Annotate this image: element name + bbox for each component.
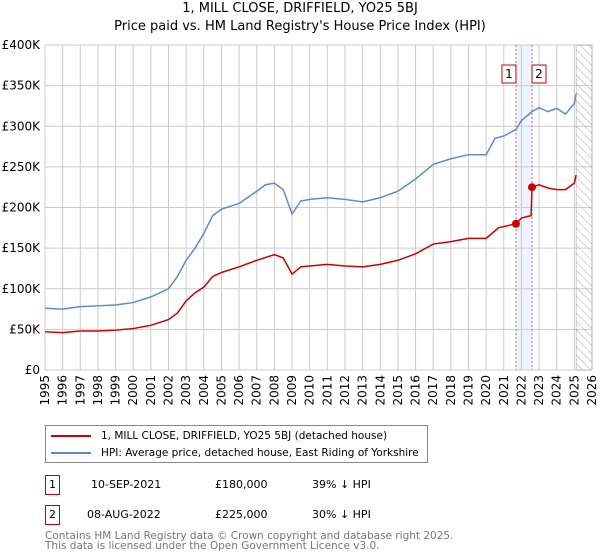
x-tick-label: 2009 [285,375,299,406]
x-tick-label: 1997 [73,375,87,406]
x-tick-label: 2022 [514,375,528,406]
x-tick-label: 2012 [338,375,352,406]
hpi-line [44,93,577,310]
x-tick-label: 2016 [409,375,423,406]
y-tick-label: £400K [2,38,42,52]
y-tick-label: £200K [2,201,42,215]
footer-licence: This data is licensed under the Open Gov… [45,540,380,552]
y-tick-label: £150K [2,241,42,255]
chart-title: 1, MILL CLOSE, DRIFFIELD, YO25 5BJ [182,1,418,16]
y-tick-label: £300K [2,119,42,133]
x-tick-label: 2004 [197,375,211,406]
x-tick-label: 2025 [567,375,581,406]
x-tick-label: 2014 [373,375,387,406]
sale-point [528,183,537,192]
x-tick-label: 2005 [214,375,228,406]
x-tick-label: 1996 [56,375,70,406]
x-tick-label: 2017 [426,375,440,406]
x-tick-label: 2001 [144,375,158,406]
x-tick-label: 1995 [38,375,52,406]
x-tick-label: 2010 [303,375,317,406]
sale-hpi-diff: 39% ↓ HPI [312,478,371,491]
sale-marker-badge: 1 [45,475,60,495]
x-tick-label: 2008 [267,375,281,406]
sale-date: 10-SEP-2021 [91,478,162,491]
x-tick-label: 2015 [391,375,405,406]
x-tick-label: 2023 [532,375,546,406]
x-tick-label: 2011 [320,375,334,406]
chart-legend: 1, MILL CLOSE, DRIFFIELD, YO25 5BJ (deta… [45,425,428,463]
x-tick-label: 2013 [356,375,370,406]
legend-swatch-hpi [51,452,91,454]
sale-point [511,219,520,228]
x-tick-label: 1998 [91,375,105,406]
sale-row: 2 08-AUG-2022 £225,000 30% ↓ HPI [45,505,445,525]
footer: Contains HM Land Registry data © Crown c… [45,530,454,552]
x-tick-label: 2018 [444,375,458,406]
sale-date: 08-AUG-2022 [87,508,161,521]
price-paid-line [44,174,577,334]
y-tick-label: £50K [9,322,41,336]
sale-label: 2 [535,67,543,81]
x-tick-label: 2021 [497,375,511,406]
x-tick-label: 2024 [550,375,564,406]
sale-label: 1 [505,67,513,81]
sale-label-box [501,64,517,84]
y-tick-label: £100K [2,282,42,296]
x-tick-label: 2020 [479,375,493,406]
x-tick-label: 2002 [162,375,176,406]
footer-copyright: Contains HM Land Registry data © Crown c… [45,530,454,542]
x-tick-label: 2000 [126,375,140,406]
legend-swatch-price [51,435,91,437]
sale-price: £225,000 [215,508,268,521]
x-tick-label: 2007 [250,375,264,406]
y-tick-label: £350K [2,79,42,93]
x-tick-label: 2019 [461,375,475,406]
sale-price: £180,000 [215,478,268,491]
sale-marker-badge: 2 [45,505,60,525]
x-tick-label: 1999 [109,375,123,406]
x-tick-label: 2026 [585,375,599,406]
x-tick-label: 2003 [179,375,193,406]
y-tick-label: £250K [2,160,42,174]
sale-hpi-diff: 30% ↓ HPI [312,508,371,521]
price-chart: £0 £50K £100K £150K £200K £250K £300K £350K £400… [2,38,599,406]
sale-row: 1 10-SEP-2021 £180,000 39% ↓ HPI [45,475,445,495]
legend-label-hpi: HPI: Average price, detached house, East… [101,447,419,459]
legend-label-price: 1, MILL CLOSE, DRIFFIELD, YO25 5BJ (deta… [101,430,388,442]
forecast-hatch [575,44,593,371]
sale-label-box [531,64,547,84]
chart-subtitle: Price paid vs. HM Land Registry's House … [114,19,486,34]
y-tick-label: £0 [25,363,40,377]
x-tick-label: 2006 [232,375,246,406]
